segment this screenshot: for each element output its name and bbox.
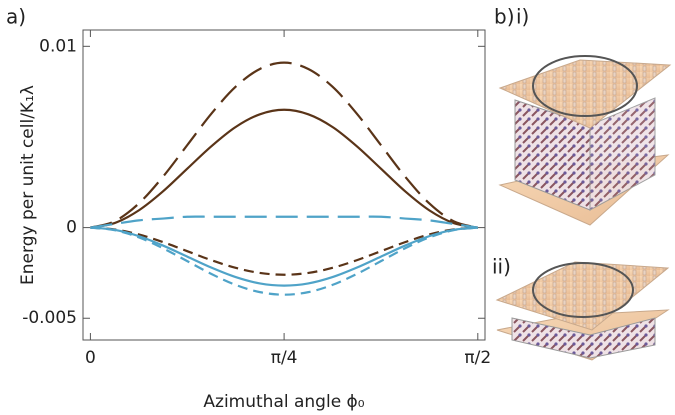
- panel-label: ii): [492, 255, 511, 279]
- series-line: [90, 215, 478, 229]
- series-line: [90, 226, 478, 276]
- series-line: [90, 108, 479, 229]
- panel-label: b): [494, 5, 515, 29]
- x-tick-label: 0: [85, 348, 96, 368]
- illustration-i: [498, 55, 672, 226]
- x-tick-label: π/2: [464, 348, 491, 368]
- series-line: [90, 61, 479, 229]
- illustration-ii: [495, 261, 670, 361]
- y-tick-label: 0.01: [39, 36, 77, 56]
- x-tick-label: π/4: [271, 348, 298, 368]
- y-tick-label: 0: [66, 218, 77, 238]
- y-tick-label: -0.005: [22, 308, 77, 328]
- series-line: [90, 226, 478, 287]
- series-line: [90, 226, 478, 296]
- y-axis-label: Energy per unit cell/K₁λ: [18, 85, 38, 285]
- panel-label: i): [516, 5, 529, 29]
- panel-label: a): [6, 5, 26, 29]
- plot-frame: [82, 29, 486, 341]
- x-axis-label: Azimuthal angle ϕ₀: [203, 392, 364, 412]
